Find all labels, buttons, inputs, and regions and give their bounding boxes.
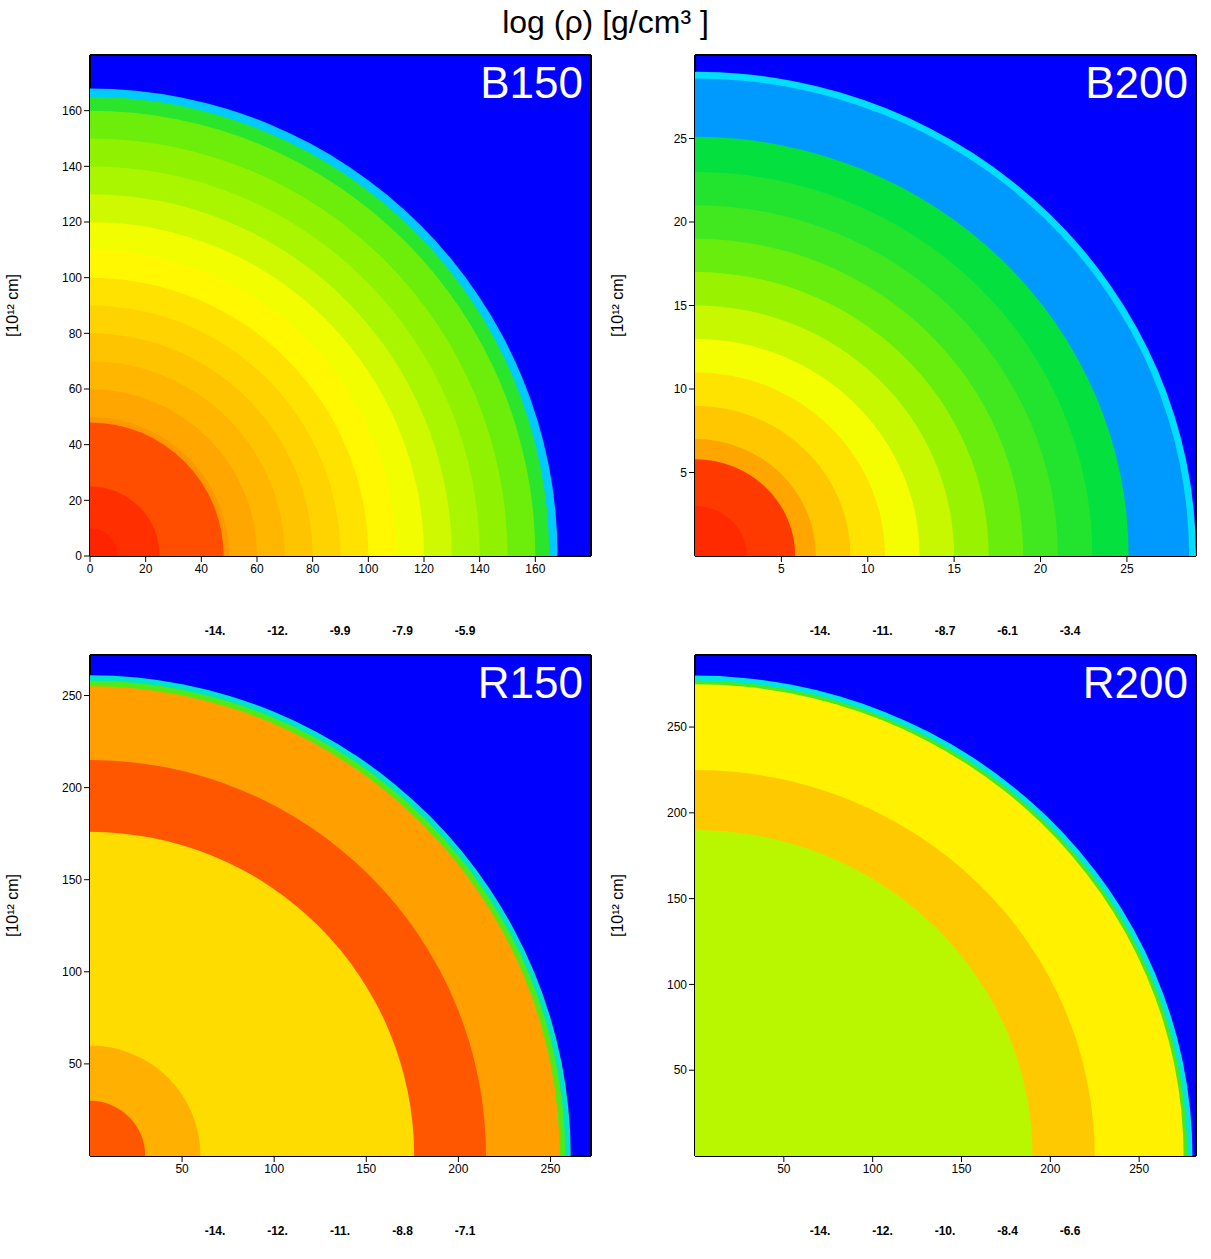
- svg-text:-8.8: -8.8: [392, 1224, 413, 1238]
- svg-text:50: 50: [69, 1057, 83, 1071]
- svg-text:150: 150: [356, 1162, 376, 1176]
- svg-text:-11.: -11.: [330, 1224, 350, 1238]
- svg-text:100: 100: [358, 562, 378, 576]
- svg-text:20: 20: [69, 494, 83, 508]
- svg-text:5: 5: [680, 466, 687, 480]
- svg-text:-6.1: -6.1: [997, 624, 1018, 638]
- svg-text:[10¹² cm]: [10¹² cm]: [4, 874, 21, 937]
- svg-text:-14.: -14.: [205, 624, 226, 638]
- svg-text:-10.: -10.: [935, 1224, 956, 1238]
- svg-text:5: 5: [778, 562, 785, 576]
- svg-text:10: 10: [674, 382, 688, 396]
- svg-text:15: 15: [674, 299, 688, 313]
- svg-text:140: 140: [62, 160, 82, 174]
- svg-text:80: 80: [306, 562, 320, 576]
- svg-text:-12.: -12.: [267, 1224, 288, 1238]
- svg-text:150: 150: [951, 1162, 971, 1176]
- html-text:B150: B150: [480, 58, 583, 107]
- svg-text:-14.: -14.: [810, 1224, 831, 1238]
- svg-text:60: 60: [69, 382, 83, 396]
- svg-text:25: 25: [1120, 562, 1134, 576]
- svg-text:150: 150: [62, 873, 82, 887]
- svg-text:80: 80: [69, 327, 83, 341]
- svg-text:40: 40: [69, 438, 83, 452]
- svg-text:-3.4: -3.4: [1060, 624, 1081, 638]
- svg-text:200: 200: [667, 806, 687, 820]
- svg-text:150: 150: [667, 892, 687, 906]
- svg-text:100: 100: [62, 965, 82, 979]
- svg-text:50: 50: [175, 1162, 189, 1176]
- svg-text:200: 200: [62, 781, 82, 795]
- svg-text:120: 120: [414, 562, 434, 576]
- svg-text:[10¹² cm]: [10¹² cm]: [4, 274, 21, 337]
- svg-text:-11.: -11.: [872, 624, 892, 638]
- svg-text:100: 100: [264, 1162, 284, 1176]
- svg-text:250: 250: [1129, 1162, 1149, 1176]
- svg-text:200: 200: [448, 1162, 468, 1176]
- svg-text:-6.6: -6.6: [1060, 1224, 1081, 1238]
- svg-text:[10¹² cm]: [10¹² cm]: [609, 874, 626, 937]
- svg-text:10: 10: [861, 562, 875, 576]
- svg-text:20: 20: [139, 562, 153, 576]
- svg-text:160: 160: [62, 104, 82, 118]
- html-text:B200: B200: [1085, 58, 1188, 107]
- svg-text:160: 160: [525, 562, 545, 576]
- svg-text:20: 20: [674, 215, 688, 229]
- svg-text:25: 25: [674, 132, 688, 146]
- svg-text:-14.: -14.: [205, 1224, 226, 1238]
- svg-text:250: 250: [540, 1162, 560, 1176]
- svg-text:-7.1: -7.1: [455, 1224, 476, 1238]
- svg-text:-12.: -12.: [267, 624, 288, 638]
- svg-text:200: 200: [1040, 1162, 1060, 1176]
- svg-text:-7.9: -7.9: [392, 624, 413, 638]
- svg-text:140: 140: [470, 562, 490, 576]
- svg-text:100: 100: [667, 978, 687, 992]
- svg-text:[10¹² cm]: [10¹² cm]: [609, 274, 626, 337]
- svg-text:50: 50: [674, 1063, 688, 1077]
- svg-text:20: 20: [1034, 562, 1048, 576]
- html-text:log (ρ) [g/cm³ ]: log (ρ) [g/cm³ ]: [502, 4, 709, 40]
- svg-text:250: 250: [62, 689, 82, 703]
- svg-text:50: 50: [777, 1162, 791, 1176]
- svg-text:-12.: -12.: [872, 1224, 893, 1238]
- svg-text:120: 120: [62, 215, 82, 229]
- svg-text:-8.7: -8.7: [935, 624, 956, 638]
- svg-text:-9.9: -9.9: [330, 624, 351, 638]
- svg-text:-8.4: -8.4: [997, 1224, 1018, 1238]
- svg-text:0: 0: [87, 562, 94, 576]
- svg-text:250: 250: [667, 720, 687, 734]
- svg-text:40: 40: [195, 562, 209, 576]
- svg-text:-5.9: -5.9: [455, 624, 476, 638]
- svg-text:100: 100: [863, 1162, 883, 1176]
- html-text:R200: R200: [1082, 658, 1188, 707]
- svg-text:100: 100: [62, 271, 82, 285]
- svg-text:15: 15: [947, 562, 961, 576]
- svg-text:60: 60: [250, 562, 264, 576]
- svg-text:0: 0: [75, 549, 82, 563]
- html-text:R150: R150: [477, 658, 583, 707]
- svg-text:-14.: -14.: [810, 624, 831, 638]
